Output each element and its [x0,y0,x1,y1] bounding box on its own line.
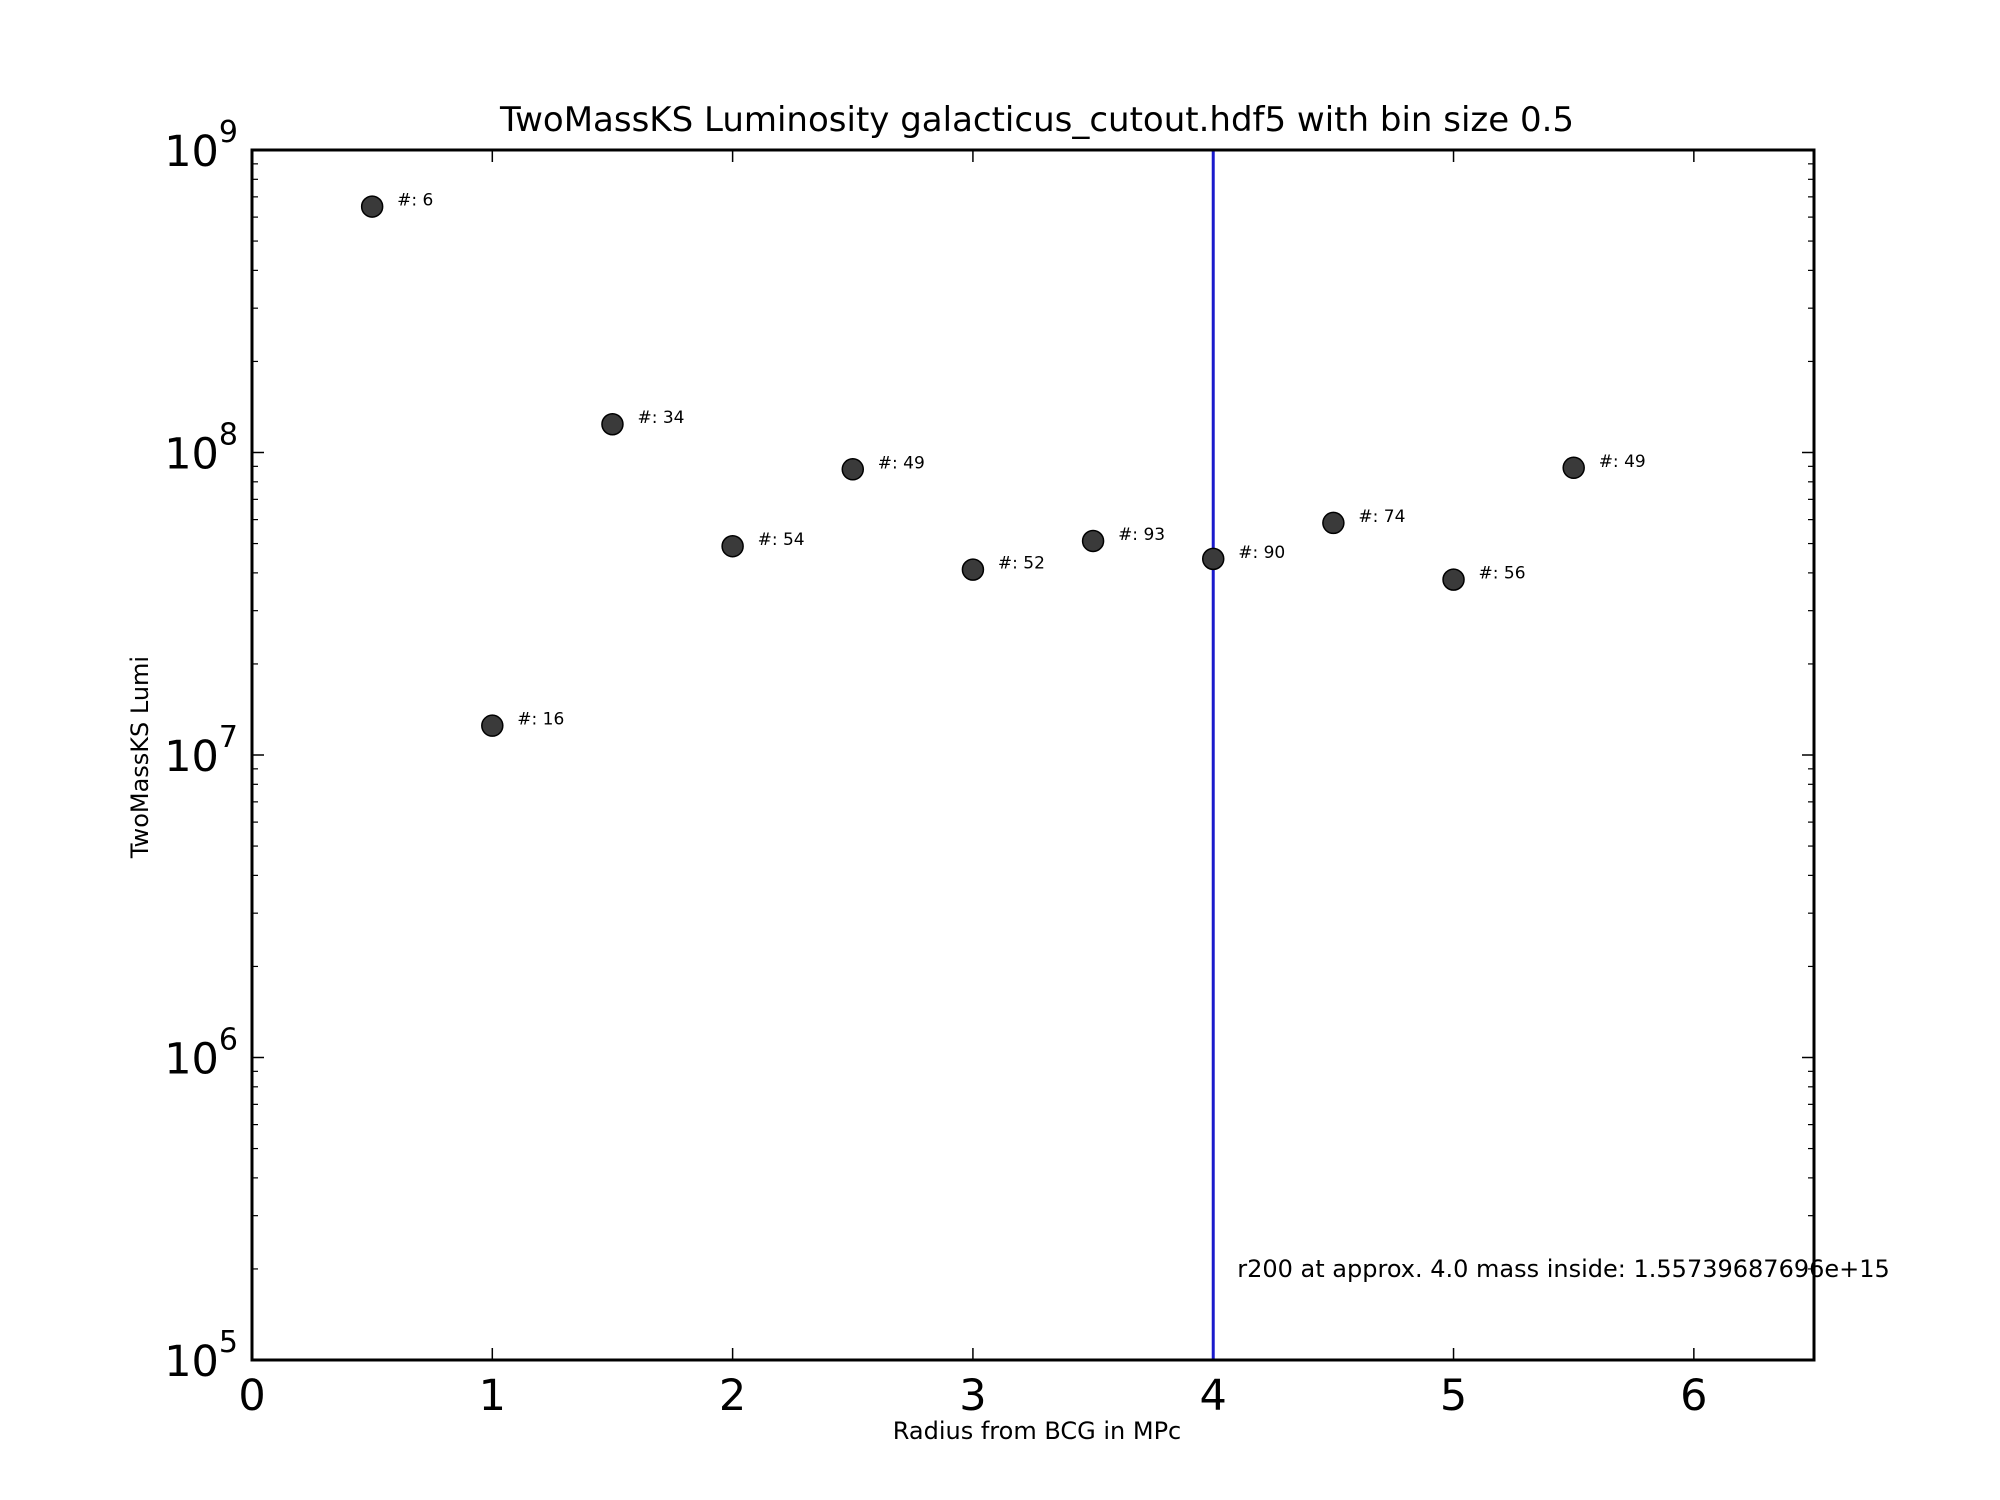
data-point-label: #: 49 [1599,452,1646,472]
chart-title: TwoMassKS Luminosity galacticus_cutout.h… [499,100,1574,140]
data-point [481,714,504,737]
data-points [360,195,1585,737]
y-tick-label: 107 [164,720,238,782]
x-tick-label: 6 [1680,1371,1707,1421]
y-tick-label: 105 [164,1325,238,1387]
data-point-label: #: 90 [1238,543,1285,563]
data-point [1322,511,1345,535]
x-axis-label: Radius from BCG in MPc [893,1417,1182,1445]
data-point-label: #: 16 [517,710,564,730]
data-point [1081,529,1105,553]
data-point [1442,568,1465,591]
data-point [961,558,985,581]
data-point [601,412,624,436]
y-tick-label: 109 [164,115,238,177]
data-point [1562,456,1585,480]
y-tick-label: 106 [164,1023,238,1085]
data-point-label: #: 6 [397,191,433,211]
r200-annotation: r200 at approx. 4.0 mass inside: 1.55739… [1237,1255,1890,1283]
data-point [841,458,865,481]
data-point-label: #: 74 [1358,507,1405,527]
data-point-label: #: 54 [758,530,805,550]
x-tick-label: 4 [1200,1371,1227,1421]
data-point-label: #: 49 [878,453,925,473]
data-point-label: #: 56 [1479,564,1526,584]
x-tick-label: 1 [479,1371,506,1421]
data-point [1201,547,1225,571]
x-tick-label: 2 [719,1371,746,1421]
data-point-label: #: 34 [637,408,684,428]
data-point-label: #: 93 [1118,525,1165,545]
x-tick-label: 0 [238,1371,265,1421]
tick-labels: 0 1 2 3 4 5 6 105 106 107 108 109 [164,115,1707,1421]
data-point [721,534,744,558]
data-point-labels: #: 6 #: 16 #: 34 #: 54 #: 49 #: 52 #: 93 #: 90 #… [397,191,1646,730]
plot-frame [250,148,1816,1362]
data-point [360,195,384,218]
y-tick-label: 108 [164,418,238,480]
y-axis-label: TwoMassKS Lumi [126,656,154,859]
x-tick-label: 3 [959,1371,986,1421]
data-point-label: #: 52 [998,554,1045,574]
x-tick-label: 5 [1440,1371,1467,1421]
